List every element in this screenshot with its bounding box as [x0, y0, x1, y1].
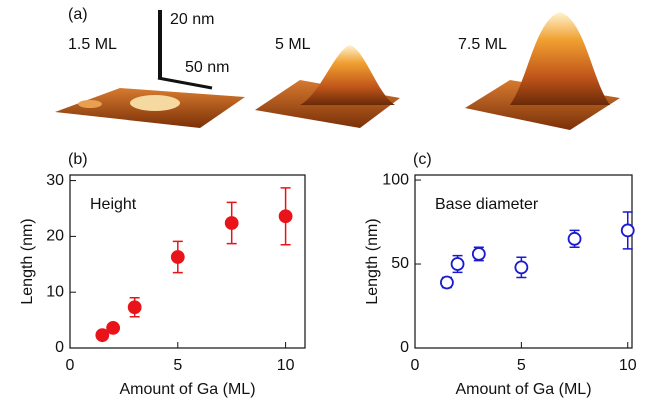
y-tick-label: 0	[55, 339, 64, 356]
y-axis-label: Length (nm)	[364, 218, 381, 304]
peak-2	[300, 45, 395, 105]
sample-label: 1.5 ML	[68, 36, 117, 53]
legend-label: Base diameter	[435, 196, 539, 213]
peak-3	[510, 12, 610, 105]
data-point	[515, 261, 527, 273]
data-point	[473, 248, 485, 260]
panel-label: (c)	[413, 151, 432, 168]
data-point	[172, 251, 184, 263]
x-tick-label: 10	[619, 357, 637, 374]
island-1	[130, 95, 180, 111]
data-point	[622, 224, 634, 236]
sample-label: 7.5 ML	[458, 36, 507, 53]
x-tick-label: 5	[517, 357, 526, 374]
legend-label: Height	[90, 196, 137, 213]
data-point	[280, 210, 292, 222]
data-point	[96, 329, 108, 341]
y-axis-label: Length (nm)	[19, 218, 36, 304]
x-tick-label: 5	[173, 357, 182, 374]
x-tick-label: 10	[277, 357, 295, 374]
figure: (a) 20 nm 50 nm 1.5 ML 5 ML 7.5 ML 05100…	[0, 0, 653, 412]
data-point	[452, 258, 464, 270]
data-point	[107, 322, 119, 334]
scale-bar-xy	[158, 78, 212, 88]
afm-images	[55, 10, 620, 130]
sample-label: 5 ML	[275, 36, 311, 53]
y-tick-label: 0	[400, 339, 409, 356]
y-tick-label: 10	[46, 283, 64, 300]
x-axis-label: Amount of Ga (ML)	[119, 381, 255, 398]
island-1b	[78, 100, 102, 108]
scale-label: 20 nm	[170, 11, 214, 28]
y-tick-label: 100	[382, 171, 409, 188]
y-tick-label: 50	[391, 255, 409, 272]
x-axis-label: Amount of Ga (ML)	[455, 381, 591, 398]
panel-label: (a)	[68, 6, 88, 23]
y-tick-label: 30	[46, 172, 64, 189]
y-tick-label: 20	[46, 228, 64, 245]
data-point	[569, 233, 581, 245]
panel-label: (b)	[68, 151, 88, 168]
scale-label: 50 nm	[185, 59, 229, 76]
x-tick-label: 0	[411, 357, 420, 374]
x-tick-label: 0	[66, 357, 75, 374]
data-point	[129, 301, 141, 313]
data-point	[226, 217, 238, 229]
data-point	[441, 276, 453, 288]
